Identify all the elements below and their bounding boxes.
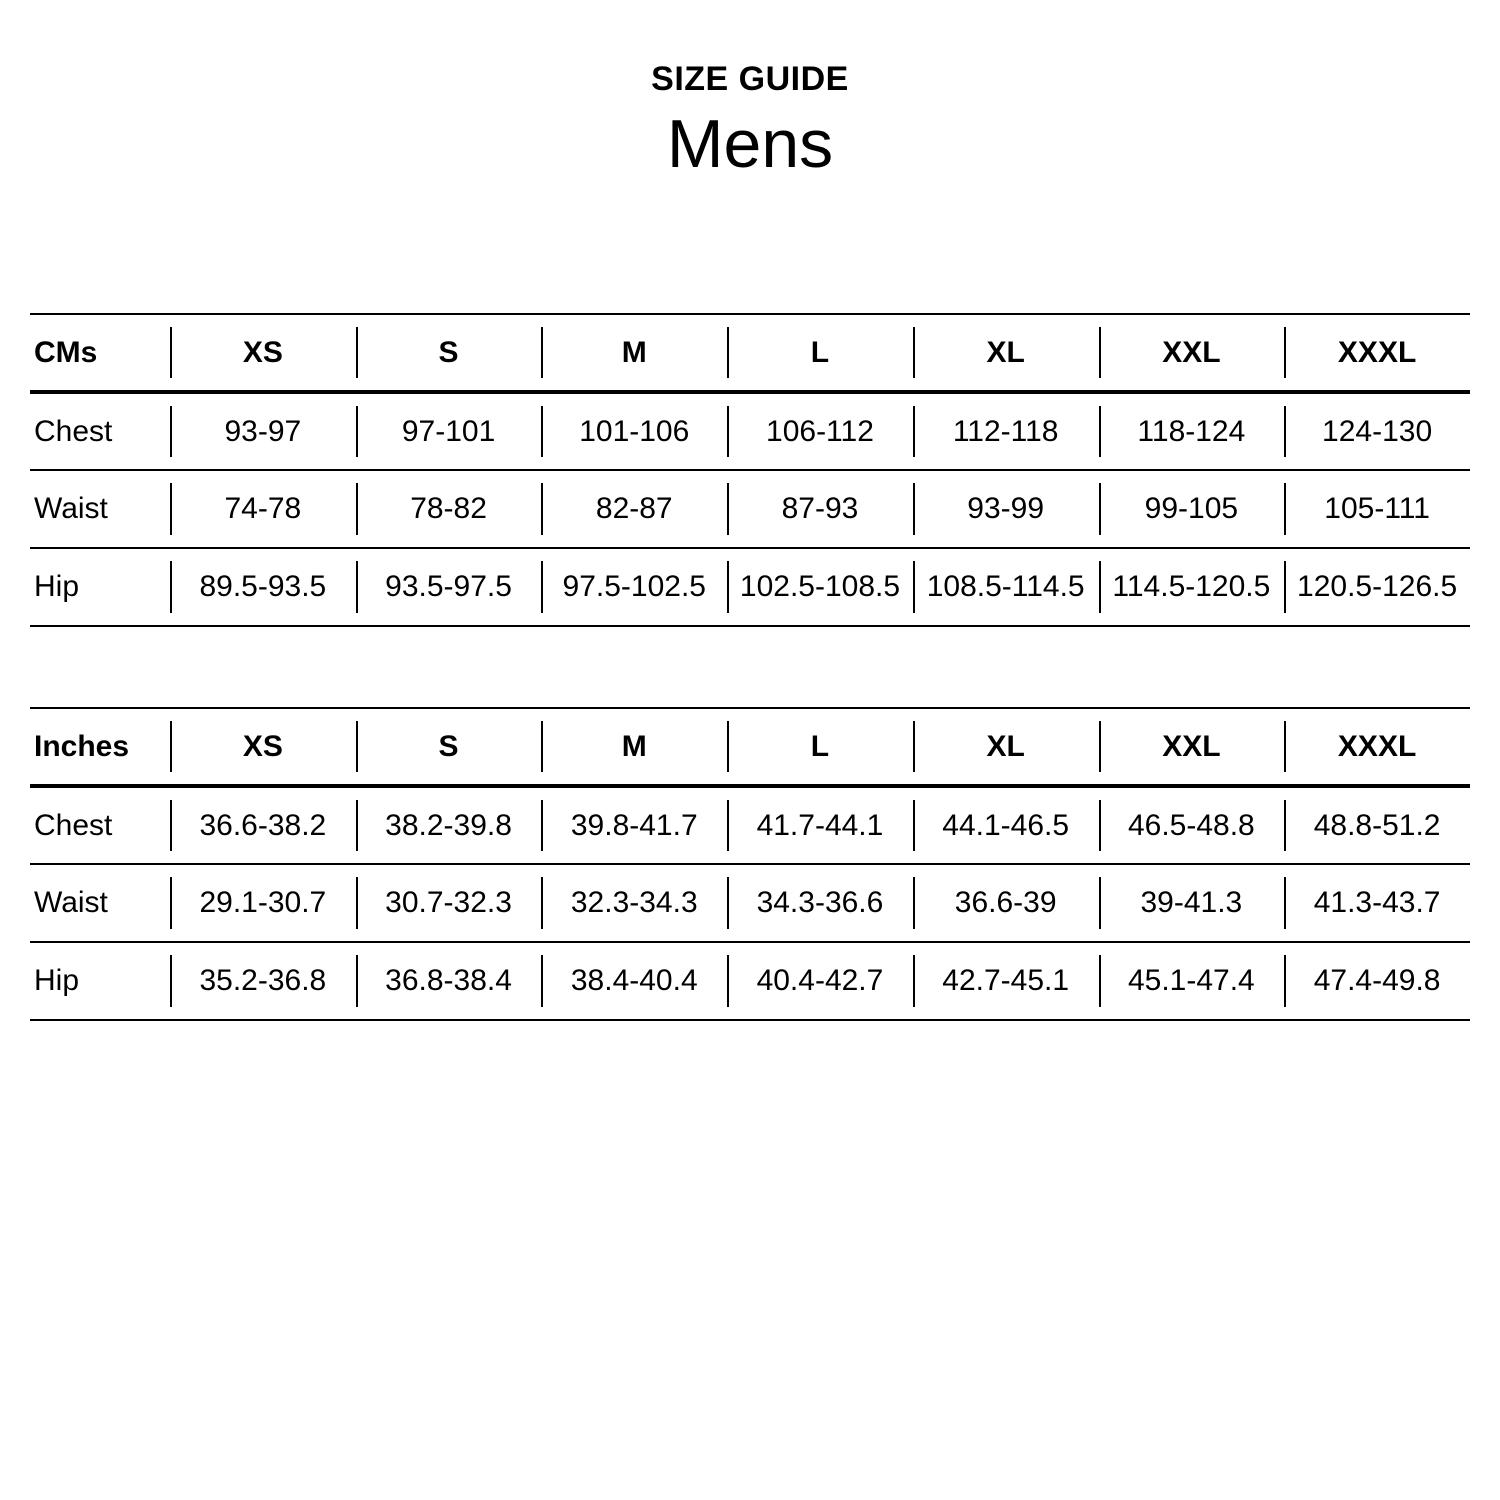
cell: 124-130 (1284, 392, 1470, 470)
row-label: Waist (30, 470, 170, 548)
cell: 38.2-39.8 (356, 786, 542, 864)
cell: 39.8-41.7 (541, 786, 727, 864)
unit-label: Inches (30, 708, 170, 786)
cell: 44.1-46.5 (913, 786, 1099, 864)
cell: 38.4-40.4 (541, 942, 727, 1020)
cell: 48.8-51.2 (1284, 786, 1470, 864)
cell: 87-93 (727, 470, 913, 548)
size-col-header: L (727, 314, 913, 392)
table-row: Hip 89.5-93.5 93.5-97.5 97.5-102.5 102.5… (30, 548, 1470, 626)
row-label: Waist (30, 864, 170, 942)
cell: 41.3-43.7 (1284, 864, 1470, 942)
size-col-header: S (356, 314, 542, 392)
cell: 102.5-108.5 (727, 548, 913, 626)
size-col-header: XS (170, 314, 356, 392)
cell: 36.6-39 (913, 864, 1099, 942)
cell: 30.7-32.3 (356, 864, 542, 942)
cell: 89.5-93.5 (170, 548, 356, 626)
cell: 101-106 (541, 392, 727, 470)
cell: 114.5-120.5 (1099, 548, 1285, 626)
size-col-header: XXXL (1284, 314, 1470, 392)
cell: 46.5-48.8 (1099, 786, 1285, 864)
table-row: Chest 93-97 97-101 101-106 106-112 112-1… (30, 392, 1470, 470)
cell: 118-124 (1099, 392, 1285, 470)
cell: 112-118 (913, 392, 1099, 470)
cell: 40.4-42.7 (727, 942, 913, 1020)
cell: 78-82 (356, 470, 542, 548)
table-row: Chest 36.6-38.2 38.2-39.8 39.8-41.7 41.7… (30, 786, 1470, 864)
header: SIZE GUIDE Mens (30, 60, 1470, 183)
cell: 74-78 (170, 470, 356, 548)
size-guide-page: SIZE GUIDE Mens CMs XS S M L XL XXL XXXL… (0, 0, 1500, 1021)
size-col-header: M (541, 314, 727, 392)
cell: 82-87 (541, 470, 727, 548)
cell: 93-99 (913, 470, 1099, 548)
size-table-inches: Inches XS S M L XL XXL XXXL Chest 36.6-3… (30, 707, 1470, 1021)
size-col-header: XL (913, 708, 1099, 786)
row-label: Chest (30, 392, 170, 470)
cell: 45.1-47.4 (1099, 942, 1285, 1020)
table-row: Hip 35.2-36.8 36.8-38.4 38.4-40.4 40.4-4… (30, 942, 1470, 1020)
cell: 29.1-30.7 (170, 864, 356, 942)
unit-label: CMs (30, 314, 170, 392)
table-header-row: CMs XS S M L XL XXL XXXL (30, 314, 1470, 392)
cell: 120.5-126.5 (1284, 548, 1470, 626)
size-col-header: M (541, 708, 727, 786)
cell: 97.5-102.5 (541, 548, 727, 626)
size-col-header: XXL (1099, 708, 1285, 786)
cell: 99-105 (1099, 470, 1285, 548)
cell: 39-41.3 (1099, 864, 1285, 942)
cell: 36.8-38.4 (356, 942, 542, 1020)
cell: 42.7-45.1 (913, 942, 1099, 1020)
cell: 35.2-36.8 (170, 942, 356, 1020)
cell: 93.5-97.5 (356, 548, 542, 626)
cell: 97-101 (356, 392, 542, 470)
cell: 34.3-36.6 (727, 864, 913, 942)
row-label: Chest (30, 786, 170, 864)
table-header-row: Inches XS S M L XL XXL XXXL (30, 708, 1470, 786)
cell: 105-111 (1284, 470, 1470, 548)
size-col-header: XL (913, 314, 1099, 392)
cell: 108.5-114.5 (913, 548, 1099, 626)
cell: 93-97 (170, 392, 356, 470)
cell: 106-112 (727, 392, 913, 470)
cell: 32.3-34.3 (541, 864, 727, 942)
row-label: Hip (30, 942, 170, 1020)
cell: 41.7-44.1 (727, 786, 913, 864)
page-title: Mens (30, 105, 1470, 183)
cell: 36.6-38.2 (170, 786, 356, 864)
subtitle: SIZE GUIDE (30, 60, 1470, 99)
table-row: Waist 29.1-30.7 30.7-32.3 32.3-34.3 34.3… (30, 864, 1470, 942)
size-col-header: XS (170, 708, 356, 786)
size-col-header: L (727, 708, 913, 786)
size-col-header: XXXL (1284, 708, 1470, 786)
size-col-header: XXL (1099, 314, 1285, 392)
row-label: Hip (30, 548, 170, 626)
size-col-header: S (356, 708, 542, 786)
cell: 47.4-49.8 (1284, 942, 1470, 1020)
size-table-cms: CMs XS S M L XL XXL XXXL Chest 93-97 97-… (30, 313, 1470, 627)
table-row: Waist 74-78 78-82 82-87 87-93 93-99 99-1… (30, 470, 1470, 548)
